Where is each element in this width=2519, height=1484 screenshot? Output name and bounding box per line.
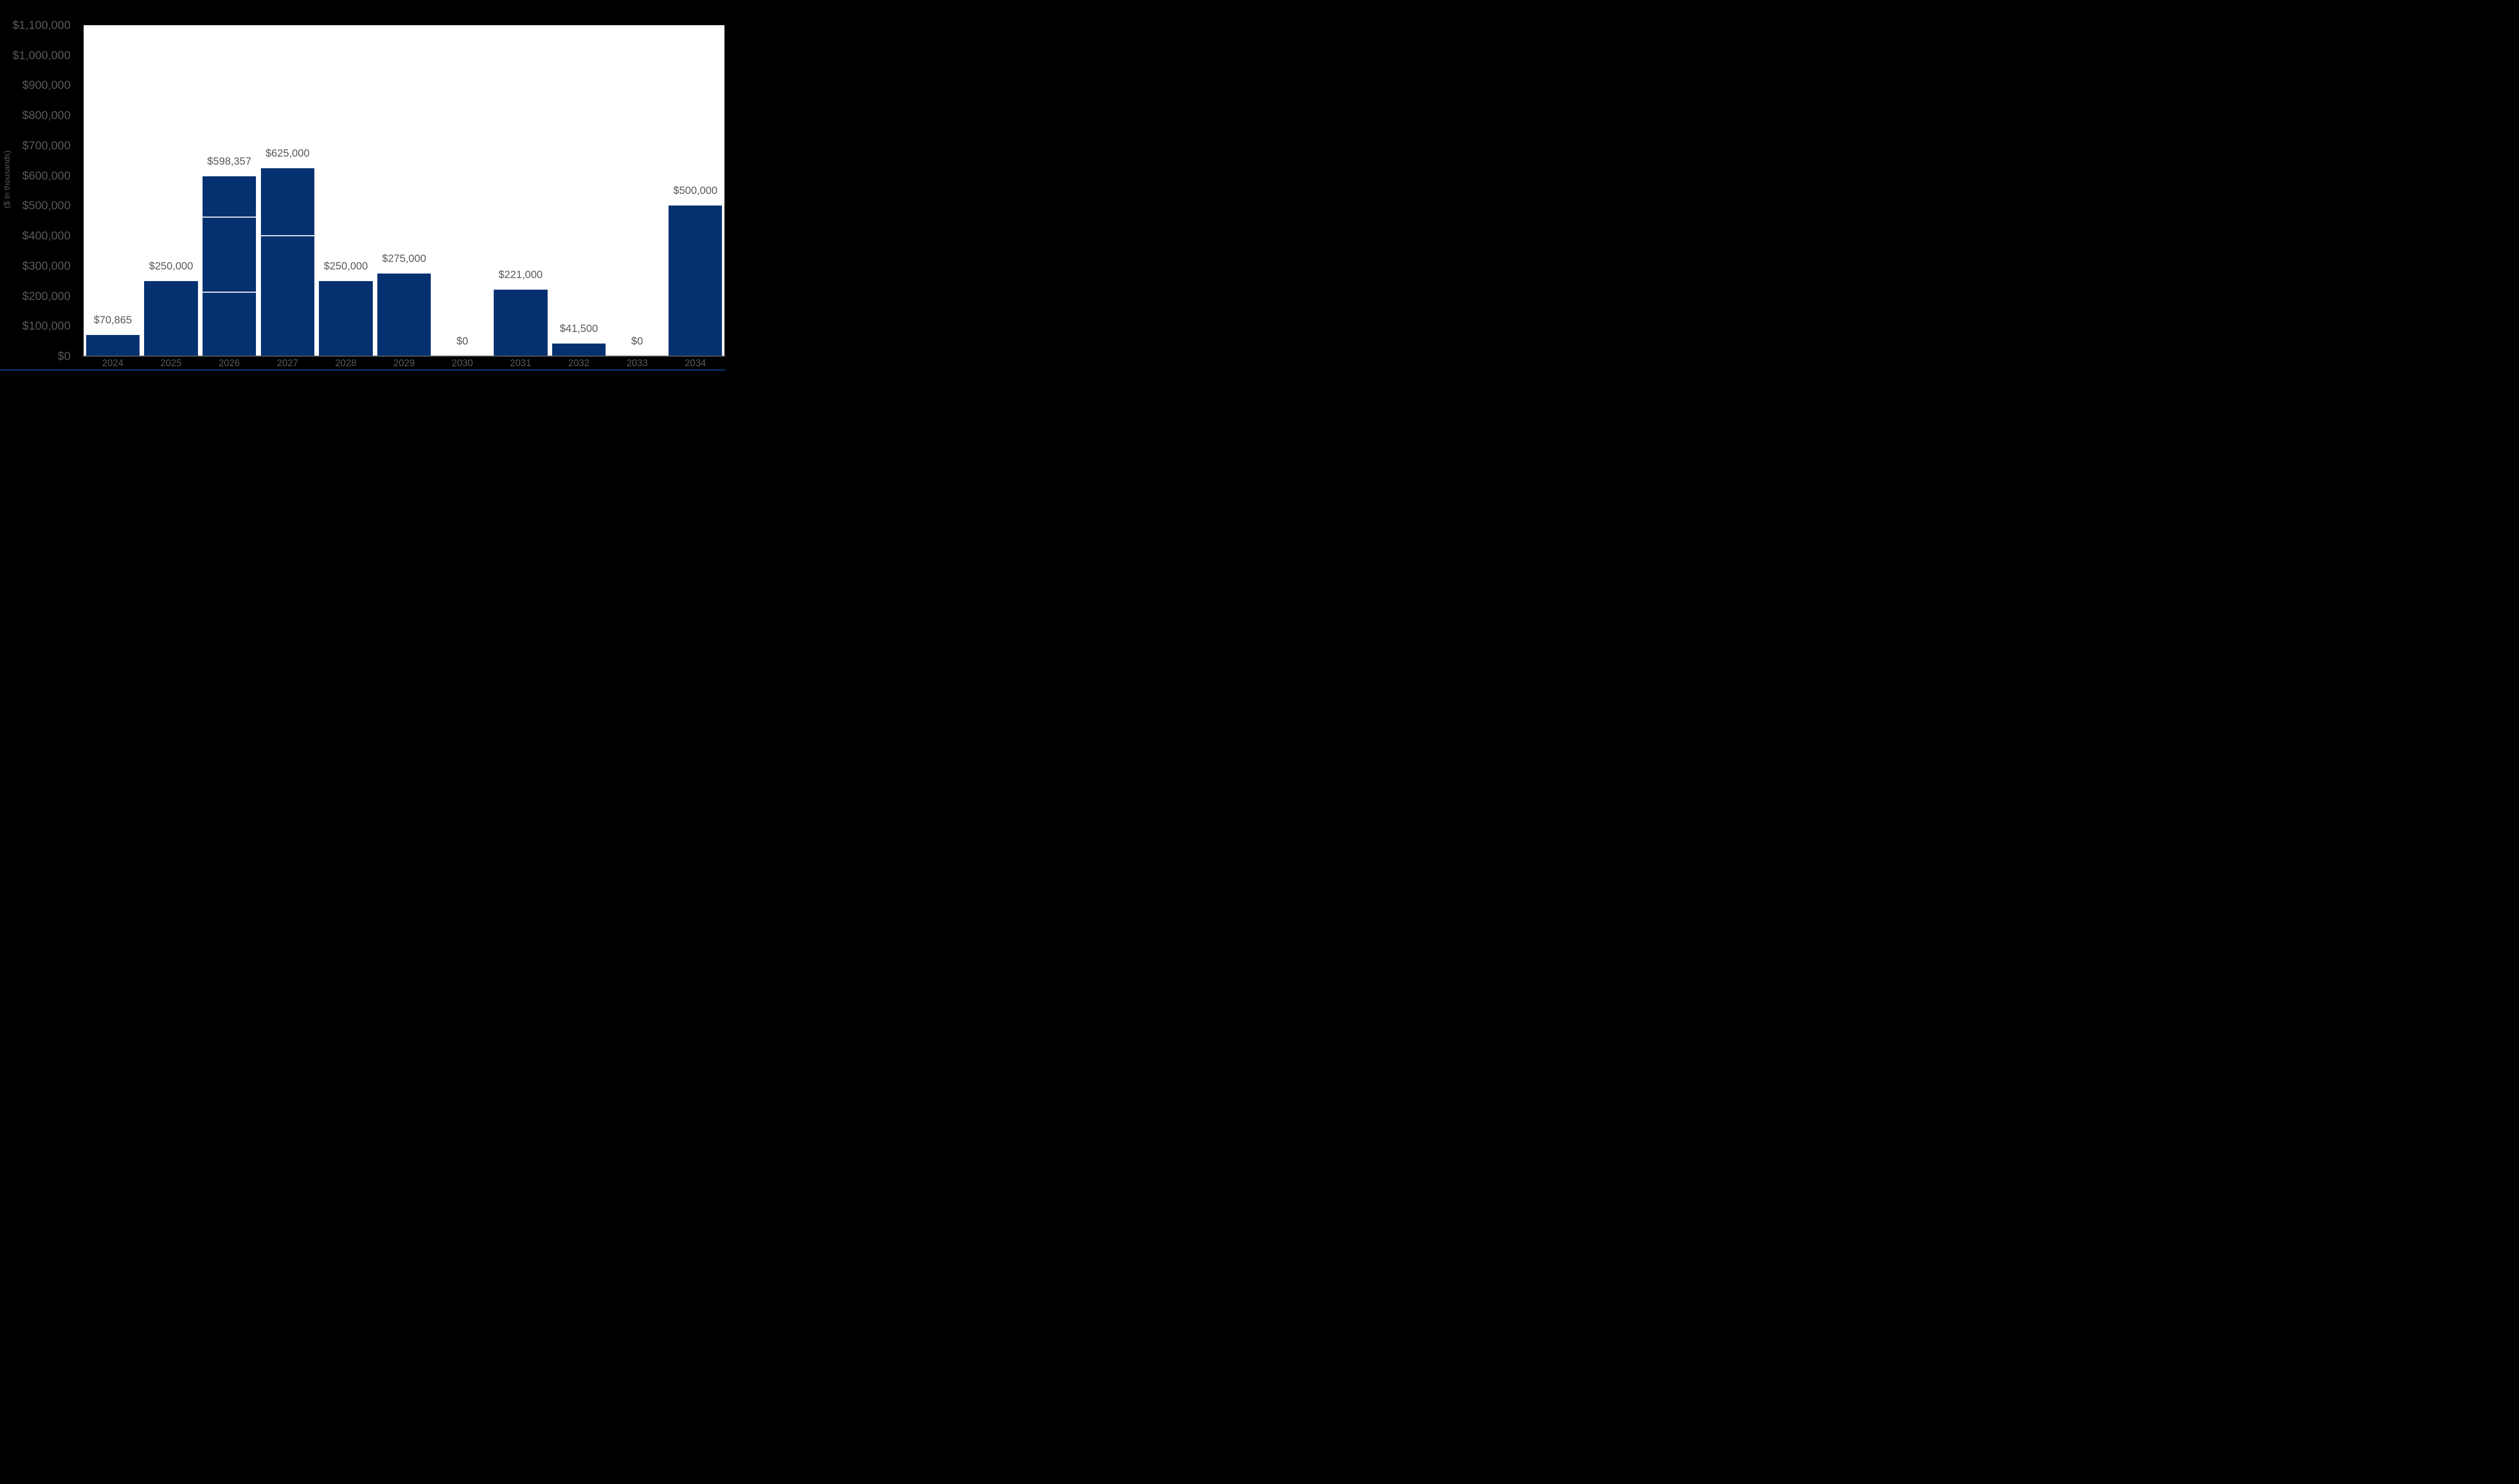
bar-value-label: $250,000 bbox=[323, 260, 368, 272]
plot-area: $70,865 $250,000 $598,357 $625,000 $250,000 $… bbox=[84, 25, 724, 356]
x-tick-label-2031: 2031 bbox=[510, 358, 532, 369]
bar-segment bbox=[494, 290, 548, 356]
x-tick-label-2027: 2027 bbox=[277, 358, 298, 369]
x-tick-label-2026: 2026 bbox=[218, 358, 240, 369]
bar-value-label: $275,000 bbox=[382, 252, 426, 264]
bar-segment bbox=[669, 206, 722, 356]
bar-value-label: $250,000 bbox=[149, 260, 193, 272]
y-tick-label: $300,000 bbox=[22, 259, 71, 273]
x-axis: 2024 2025 2026 2027 2028 2029 2030 2031 2032 2033… bbox=[84, 358, 724, 369]
bar-segment bbox=[319, 281, 373, 356]
y-tick-label: $700,000 bbox=[22, 139, 71, 152]
bar-column-2028: $250,000 bbox=[317, 25, 375, 356]
y-axis: $0 $100,000 $200,000 $300,000 $400,000 $500,0… bbox=[0, 19, 71, 363]
bar-segment bbox=[144, 281, 198, 356]
bar-segment bbox=[260, 235, 314, 356]
y-tick-label: $200,000 bbox=[22, 289, 71, 303]
bar-column-2034: $500,000 bbox=[666, 25, 724, 356]
bar-2029 bbox=[377, 273, 431, 356]
bar-2032 bbox=[552, 344, 606, 356]
y-tick-label: $600,000 bbox=[22, 169, 71, 182]
bar-column-2025: $250,000 bbox=[142, 25, 201, 356]
bar-column-2024: $70,865 bbox=[84, 25, 142, 356]
y-tick-label: $400,000 bbox=[22, 229, 71, 242]
bar-column-2030: $0 bbox=[433, 25, 492, 356]
bar-segment bbox=[86, 334, 140, 356]
bar-column-2026: $598,357 bbox=[200, 25, 258, 356]
bar-2028 bbox=[319, 281, 373, 356]
bar-value-label: $500,000 bbox=[673, 185, 718, 197]
bar-segment bbox=[202, 176, 256, 217]
bar-value-label: $70,865 bbox=[93, 314, 132, 326]
bar-segment bbox=[202, 291, 256, 356]
y-tick-label: $800,000 bbox=[22, 108, 71, 122]
bar-value-label: $41,500 bbox=[559, 323, 598, 335]
bar-value-label: $598,357 bbox=[207, 155, 251, 167]
x-axis-line bbox=[83, 356, 725, 357]
bar-2024 bbox=[86, 334, 140, 356]
bar-segment bbox=[260, 168, 314, 236]
bar-value-label: $625,000 bbox=[265, 147, 310, 159]
bottom-edge-strip bbox=[0, 369, 725, 371]
bar-column-2029: $275,000 bbox=[375, 25, 433, 356]
x-tick-label-2034: 2034 bbox=[685, 358, 706, 369]
y-tick-label: $1,100,000 bbox=[12, 18, 71, 32]
y-tick-label: $0 bbox=[57, 349, 71, 363]
bar-value-label: $0 bbox=[456, 335, 469, 347]
bar-2031 bbox=[494, 290, 548, 356]
x-tick-label-2028: 2028 bbox=[335, 358, 357, 369]
bar-2026 bbox=[202, 176, 256, 356]
y-tick-label: $100,000 bbox=[22, 319, 71, 332]
bar-column-2032: $41,500 bbox=[550, 25, 608, 356]
bar-segment bbox=[377, 273, 431, 356]
x-tick-label-2032: 2032 bbox=[568, 358, 590, 369]
y-tick-label: $1,000,000 bbox=[12, 48, 71, 62]
bar-value-label: $0 bbox=[631, 335, 643, 347]
bar-2025 bbox=[144, 281, 198, 356]
x-tick-label-2029: 2029 bbox=[393, 358, 415, 369]
x-tick-label-2025: 2025 bbox=[160, 358, 182, 369]
bar-segment bbox=[552, 344, 606, 356]
x-tick-label-2024: 2024 bbox=[102, 358, 123, 369]
y-tick-label: $500,000 bbox=[22, 198, 71, 212]
bar-chart: ($ in thousands) $0 $100,000 $200,000 $300,… bbox=[0, 0, 725, 371]
bar-column-2033: $0 bbox=[608, 25, 667, 356]
bar-column-2027: $625,000 bbox=[258, 25, 317, 356]
bar-2034 bbox=[669, 206, 722, 356]
x-tick-label-2033: 2033 bbox=[626, 358, 648, 369]
x-tick-label-2030: 2030 bbox=[451, 358, 473, 369]
bar-column-2031: $221,000 bbox=[491, 25, 550, 356]
y-tick-label: $900,000 bbox=[22, 78, 71, 92]
bar-2027 bbox=[260, 168, 314, 356]
bar-value-label: $221,000 bbox=[498, 269, 543, 281]
bar-segment bbox=[202, 216, 256, 292]
bars-container: $70,865 $250,000 $598,357 $625,000 $250,000 $… bbox=[84, 25, 724, 356]
